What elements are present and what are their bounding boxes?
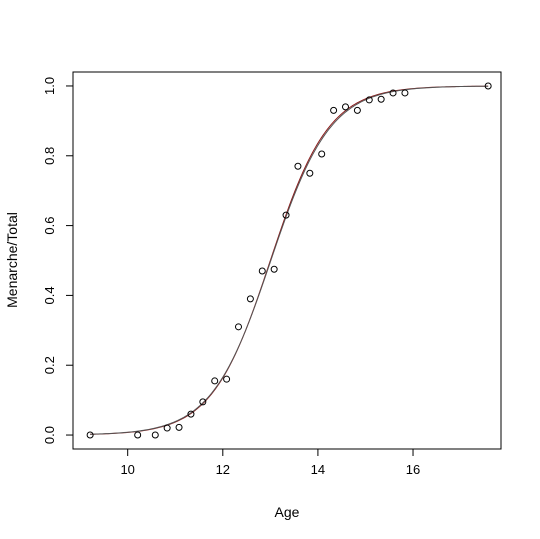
data-point [377, 95, 385, 103]
data-point [484, 82, 492, 90]
data-point [365, 96, 373, 104]
x-tick-label: 12 [216, 462, 230, 477]
y-tick-label: 0.6 [42, 217, 57, 235]
data-point [282, 211, 290, 219]
data-point [389, 89, 397, 97]
y-tick-label: 0.8 [42, 147, 57, 165]
data-point [151, 431, 159, 439]
y-tick-label: 0.4 [42, 286, 57, 304]
y-axis: 0.0 0.2 0.4 0.6 0.8 1.0 [42, 77, 73, 444]
data-point [330, 106, 338, 114]
y-axis-label: Menarche/Total [4, 212, 20, 308]
fit-curves [90, 85, 489, 435]
fit-curve-line [90, 85, 489, 435]
y-tick-label: 0.2 [42, 356, 57, 374]
y-tick-label: 1.0 [42, 77, 57, 95]
data-point [258, 267, 266, 275]
data-point [223, 375, 231, 383]
data-point [211, 377, 219, 385]
data-point [199, 398, 207, 406]
data-point [341, 103, 349, 111]
y-tick-label: 0.0 [42, 426, 57, 444]
data-point [401, 89, 409, 97]
x-tick-label: 14 [311, 462, 325, 477]
x-tick-label: 10 [120, 462, 134, 477]
data-point [86, 431, 94, 439]
data-point [234, 323, 242, 331]
plot-frame [72, 71, 502, 450]
data-point [163, 424, 171, 432]
fit-curve-line [90, 85, 489, 435]
x-tick-label: 16 [406, 462, 420, 477]
data-point [318, 150, 326, 158]
data-point [134, 431, 142, 439]
data-point [187, 410, 195, 418]
data-points [86, 82, 492, 439]
x-axis-label: Age [275, 504, 300, 520]
data-point [294, 162, 302, 170]
data-point [270, 265, 278, 273]
x-axis: 10 12 14 16 [120, 449, 420, 477]
data-point [306, 169, 314, 177]
data-point [246, 295, 254, 303]
data-point [175, 423, 183, 431]
data-point [353, 106, 361, 114]
